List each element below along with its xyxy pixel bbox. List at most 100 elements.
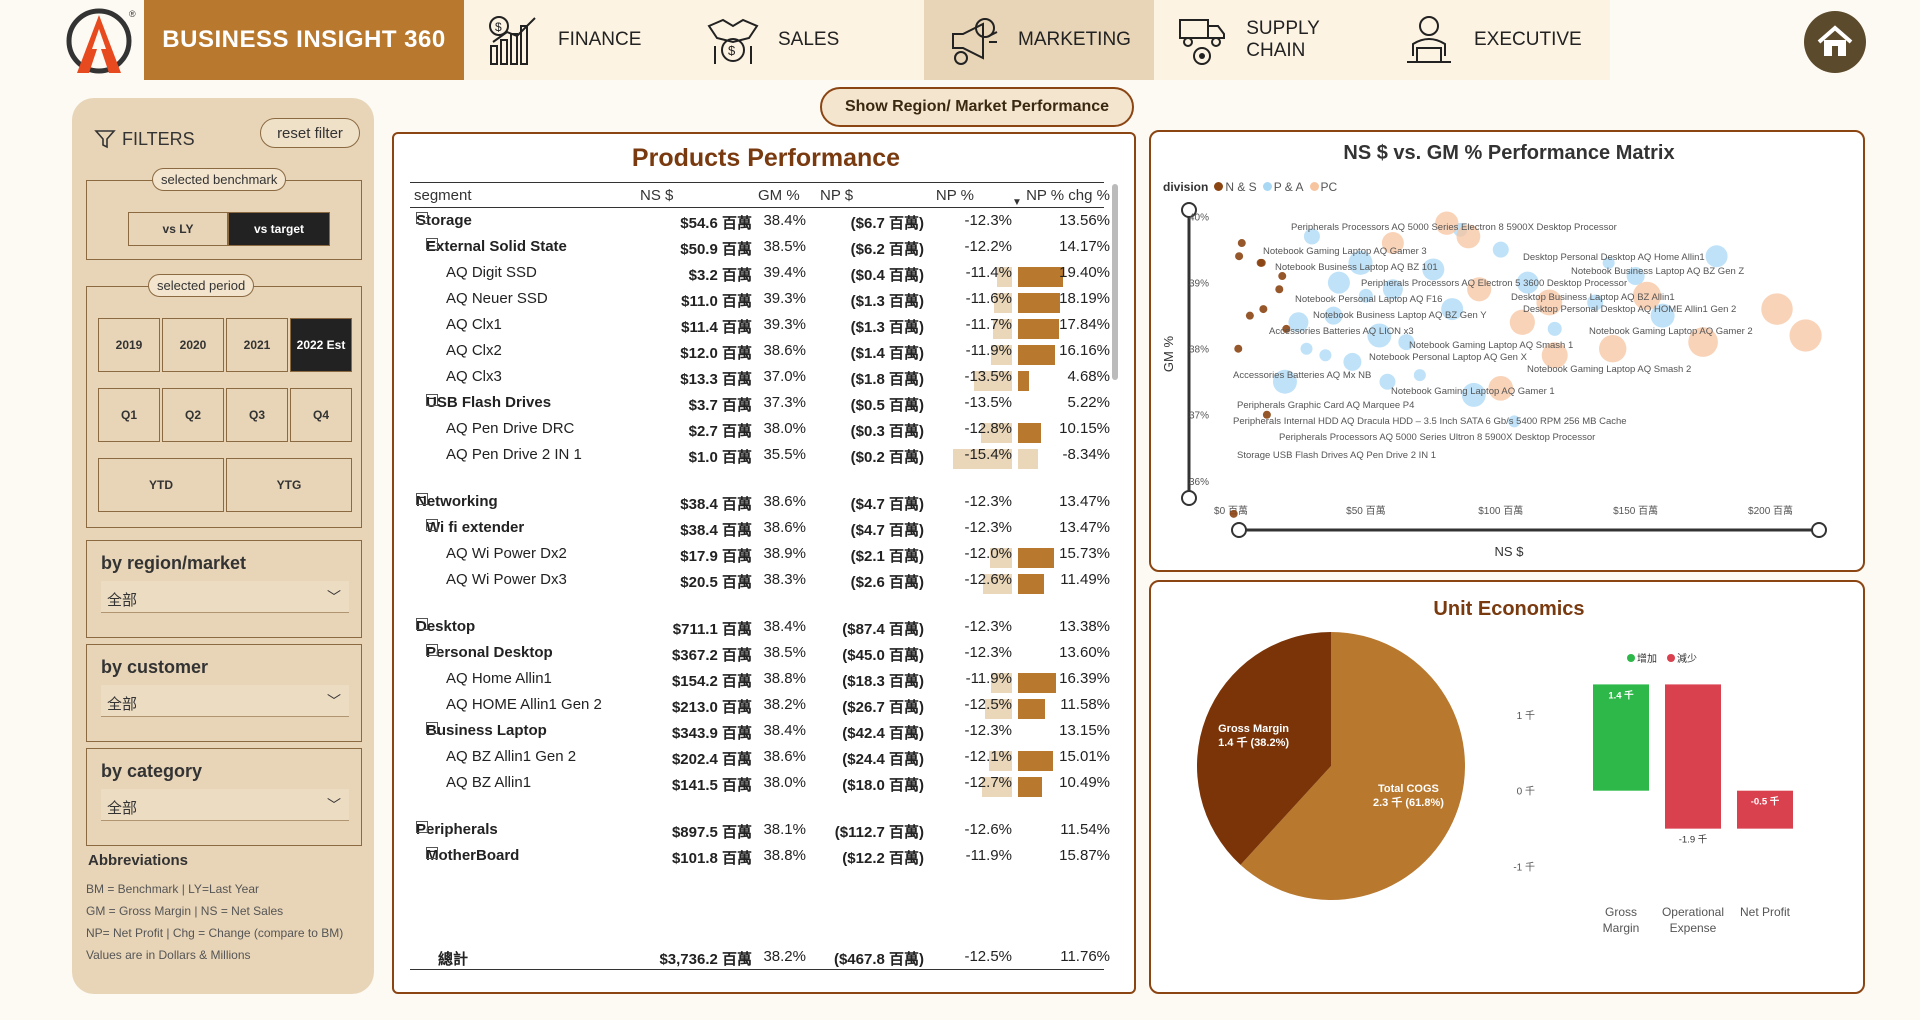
segment-row[interactable]: − USB Flash Drives $3.7 百萬 37.3% ($0.5 百萬) -1… bbox=[410, 394, 1110, 420]
table-scrollbar[interactable] bbox=[1112, 184, 1118, 380]
product-row[interactable]: AQ Clx2 $12.0 百萬 38.6% ($1.4 百萬) -11.9% 16.16… bbox=[410, 342, 1110, 368]
product-row[interactable]: AQ Clx3 $13.3 百萬 37.0% ($1.8 百萬) -13.5% 4.68% bbox=[410, 368, 1110, 394]
collapse-toggle-icon[interactable]: − bbox=[426, 519, 438, 531]
segment-row[interactable]: − MotherBoard $101.8 百萬 38.8% ($12.2 百萬) -11.… bbox=[410, 847, 1110, 873]
scatter-point[interactable] bbox=[1278, 272, 1287, 281]
ytd-button[interactable]: YTD bbox=[98, 458, 224, 512]
nav-executive[interactable]: EXECUTIVE bbox=[1380, 0, 1610, 80]
scatter-point[interactable] bbox=[1422, 258, 1445, 281]
scatter-point[interactable] bbox=[1602, 256, 1615, 269]
scatter-point[interactable] bbox=[1257, 258, 1266, 267]
scatter-point[interactable] bbox=[1381, 232, 1404, 255]
scatter-point[interactable] bbox=[1789, 319, 1822, 352]
product-row[interactable]: AQ Digit SSD $3.2 百萬 39.4% ($0.4 百萬) -11.4% 1… bbox=[410, 264, 1110, 290]
scatter-point[interactable] bbox=[1319, 349, 1332, 362]
collapse-toggle-icon[interactable]: − bbox=[416, 618, 428, 630]
scatter-point[interactable] bbox=[1688, 327, 1718, 357]
category-select[interactable]: 全部 ﹀ bbox=[101, 789, 349, 821]
pie-slice[interactable] bbox=[1197, 632, 1331, 865]
scatter-point[interactable] bbox=[1650, 303, 1675, 328]
product-row[interactable]: AQ Wi Power Dx2 $17.9 百萬 38.9% ($2.1 百萬) -12… bbox=[410, 545, 1110, 571]
col-ns[interactable]: NS $ bbox=[640, 187, 674, 204]
scatter-point[interactable] bbox=[1358, 288, 1373, 303]
product-row[interactable]: AQ BZ Allin1 Gen 2 $202.4 百萬 38.6% ($24.4 百… bbox=[410, 748, 1110, 774]
collapse-toggle-icon[interactable]: − bbox=[416, 821, 428, 833]
col-np-chg[interactable]: NP % chg % bbox=[1026, 187, 1110, 204]
scatter-point[interactable] bbox=[1382, 279, 1403, 300]
region-market-select[interactable]: 全部 ﹀ bbox=[101, 581, 349, 613]
scatter-point[interactable] bbox=[1536, 289, 1563, 316]
scatter-point[interactable] bbox=[1492, 241, 1509, 258]
scatter-point[interactable] bbox=[1245, 311, 1254, 320]
product-row[interactable]: AQ BZ Allin1 $141.5 百萬 38.0% ($18.0 百萬) -12.… bbox=[410, 774, 1110, 800]
scatter-point[interactable] bbox=[1508, 415, 1521, 428]
scatter-point[interactable] bbox=[1303, 228, 1320, 245]
scatter-point[interactable] bbox=[1272, 369, 1297, 394]
collapse-toggle-icon[interactable]: − bbox=[416, 493, 428, 505]
x-slider-handle[interactable] bbox=[1811, 522, 1827, 538]
product-row[interactable]: AQ Pen Drive DRC $2.7 百萬 38.0% ($0.3 百萬) -12… bbox=[410, 420, 1110, 446]
scatter-point[interactable] bbox=[1229, 509, 1238, 518]
year-2021-button[interactable]: 2021 bbox=[226, 318, 288, 372]
col-np-pct[interactable]: NP % bbox=[935, 187, 974, 204]
y-slider-handle[interactable] bbox=[1181, 490, 1197, 506]
segment-row[interactable]: − Networking $38.4 百萬 38.6% ($4.7 百萬) -12.3% 1… bbox=[410, 493, 1110, 519]
scatter-point[interactable] bbox=[1275, 285, 1284, 294]
scatter-point[interactable] bbox=[1461, 382, 1486, 407]
benchmark-vs-target-button[interactable]: vs target bbox=[228, 212, 330, 246]
product-row[interactable]: AQ Clx1 $11.4 百萬 39.3% ($1.3 百萬) -11.7% 17.84… bbox=[410, 316, 1110, 342]
scatter-point[interactable] bbox=[1300, 342, 1313, 355]
scatter-point[interactable] bbox=[1398, 334, 1415, 351]
scatter-point[interactable] bbox=[1348, 250, 1373, 275]
col-gm[interactable]: GM % bbox=[758, 187, 800, 204]
scatter-point[interactable] bbox=[1599, 334, 1627, 363]
scatter-point[interactable] bbox=[1626, 267, 1645, 286]
nav-supply-chain[interactable]: SUPPLY CHAIN bbox=[1154, 0, 1380, 80]
segment-row[interactable]: − Peripherals $897.5 百萬 38.1% ($112.7 百萬) -12… bbox=[410, 821, 1110, 847]
quarter-q1-button[interactable]: Q1 bbox=[98, 388, 160, 442]
collapse-toggle-icon[interactable]: − bbox=[426, 847, 438, 859]
segment-row[interactable]: − External Solid State $50.9 百萬 38.5% ($6.2 … bbox=[410, 238, 1110, 264]
segment-row[interactable]: − Storage $54.6 百萬 38.4% ($6.7 百萬) -12.3% 13.5… bbox=[410, 212, 1110, 238]
quarter-q2-button[interactable]: Q2 bbox=[162, 388, 224, 442]
scatter-point[interactable] bbox=[1262, 410, 1271, 419]
scatter-point[interactable] bbox=[1547, 321, 1562, 336]
scatter-point[interactable] bbox=[1509, 309, 1535, 335]
scatter-point[interactable] bbox=[1367, 323, 1392, 348]
benchmark-vs-ly-button[interactable]: vs LY bbox=[128, 212, 228, 246]
product-row[interactable]: AQ HOME Allin1 Gen 2 $213.0 百萬 38.2% ($26.7… bbox=[410, 696, 1110, 722]
region-market-performance-button[interactable]: Show Region/ Market Performance bbox=[820, 87, 1134, 127]
col-np[interactable]: NP $ bbox=[820, 187, 854, 204]
product-row[interactable]: AQ Wi Power Dx3 $20.5 百萬 38.3% ($2.6 百萬) -12… bbox=[410, 571, 1110, 597]
nav-marketing[interactable]: MARKETING bbox=[924, 0, 1154, 80]
product-row[interactable]: AQ Pen Drive 2 IN 1 $1.0 百萬 35.5% ($0.2 百萬)… bbox=[410, 446, 1110, 472]
waterfall-bar[interactable] bbox=[1737, 790, 1793, 829]
y-slider-handle[interactable] bbox=[1181, 202, 1197, 218]
ytg-button[interactable]: YTG bbox=[226, 458, 352, 512]
segment-row[interactable]: − Personal Desktop $367.2 百萬 38.5% ($45.0 百萬… bbox=[410, 644, 1110, 670]
scatter-point[interactable] bbox=[1379, 373, 1396, 390]
scatter-point[interactable] bbox=[1705, 245, 1728, 268]
scatter-point[interactable] bbox=[1761, 293, 1793, 325]
collapse-toggle-icon[interactable]: − bbox=[426, 394, 438, 406]
collapse-toggle-icon[interactable]: − bbox=[426, 644, 438, 656]
collapse-toggle-icon[interactable]: − bbox=[426, 722, 438, 734]
quarter-q3-button[interactable]: Q3 bbox=[226, 388, 288, 442]
product-row[interactable]: AQ Neuer SSD $11.0 百萬 39.3% ($1.3 百萬) -11.6%… bbox=[410, 290, 1110, 316]
scatter-point[interactable] bbox=[1237, 239, 1246, 248]
collapse-toggle-icon[interactable]: − bbox=[416, 212, 428, 224]
waterfall-bar[interactable] bbox=[1665, 684, 1721, 829]
scatter-point[interactable] bbox=[1288, 312, 1309, 333]
nav-finance[interactable]: $ FINANCE bbox=[464, 0, 684, 80]
scatter-point[interactable] bbox=[1516, 271, 1539, 294]
scatter-point[interactable] bbox=[1235, 252, 1244, 261]
segment-row[interactable]: − Desktop $711.1 百萬 38.4% ($87.4 百萬) -12.3% 13… bbox=[410, 618, 1110, 644]
customer-select[interactable]: 全部 ﹀ bbox=[101, 685, 349, 717]
scatter-point[interactable] bbox=[1541, 342, 1568, 369]
x-slider-handle[interactable] bbox=[1231, 522, 1247, 538]
scatter-point[interactable] bbox=[1324, 306, 1343, 325]
reset-filter-button[interactable]: reset filter bbox=[260, 118, 360, 148]
product-row[interactable]: AQ Home Allin1 $154.2 百萬 38.8% ($18.3 百萬) -1… bbox=[410, 670, 1110, 696]
year-2022-est-button[interactable]: 2022 Est bbox=[290, 318, 352, 372]
scatter-point[interactable] bbox=[1282, 324, 1291, 333]
